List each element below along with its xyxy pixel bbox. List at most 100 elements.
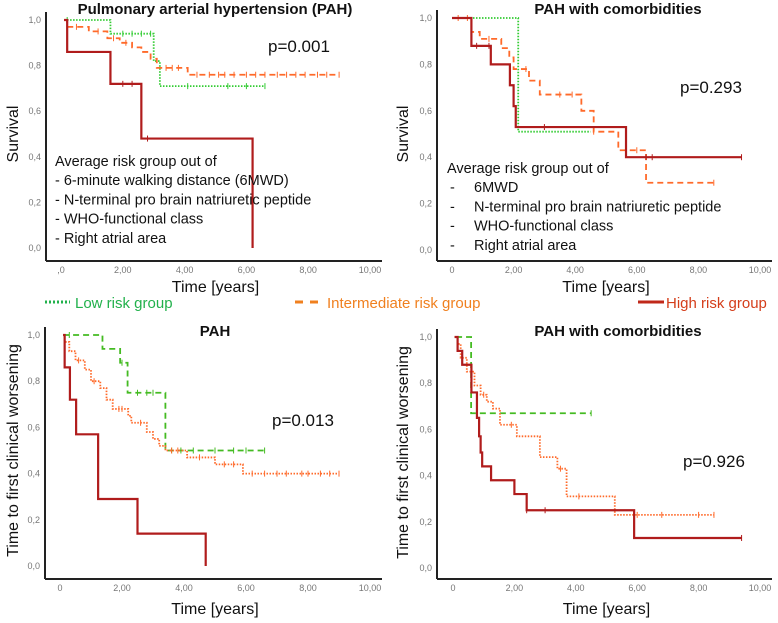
series-high-risk-group xyxy=(454,335,743,541)
series-intermediate-risk-group xyxy=(64,19,340,78)
note-line: - Right atrial area xyxy=(55,231,167,247)
series-high-risk-group xyxy=(452,16,743,161)
y-tick-label: 0,2 xyxy=(27,515,40,525)
survival-curve xyxy=(456,336,714,516)
y-tick-label: 0,0 xyxy=(27,561,40,571)
x-tick-label: 2,00 xyxy=(506,583,524,593)
note-line: Average risk group out of xyxy=(55,154,218,170)
y-tick-label: 0,8 xyxy=(28,61,41,71)
y-tick-label: 1,0 xyxy=(419,13,432,23)
x-tick-label: 6,00 xyxy=(628,583,646,593)
x-tick-label: 2,00 xyxy=(113,583,131,593)
x-tick-label: ,0 xyxy=(57,265,65,275)
y-tick-label: 0,2 xyxy=(419,517,432,527)
note-line: 6MWD xyxy=(474,180,518,196)
survival-curve xyxy=(64,19,265,88)
legend-label-intermediate: Intermediate risk group xyxy=(327,295,480,312)
survival-curve xyxy=(64,18,254,248)
y-tick-label: 0,8 xyxy=(27,376,40,386)
y-tick-label: 0,0 xyxy=(419,563,432,573)
survival-curve xyxy=(454,335,742,540)
chart-title: PAH with comorbidities xyxy=(534,323,701,340)
x-tick-label: 2,00 xyxy=(114,265,132,275)
y-tick-label: 0,4 xyxy=(27,469,40,479)
note-line: - WHO-functional class xyxy=(55,212,203,228)
y-tick-label: 0,8 xyxy=(419,59,432,69)
x-tick-label: 4,00 xyxy=(175,583,193,593)
x-axis-title: Time [years] xyxy=(172,279,259,296)
y-tick-label: 1,0 xyxy=(27,330,40,340)
p-value: p=0.013 xyxy=(272,411,334,430)
note-line: Right atrial area xyxy=(474,238,577,254)
p-value: p=0.001 xyxy=(268,37,330,56)
note-bullet: - xyxy=(450,238,455,254)
survival-curve xyxy=(64,19,340,76)
series-intermediate-risk-group xyxy=(63,334,340,477)
x-axis-title: Time [years] xyxy=(563,601,650,618)
y-tick-label: 0,6 xyxy=(28,106,41,116)
x-tick-label: 8,00 xyxy=(690,265,708,275)
x-tick-label: 2,00 xyxy=(505,265,523,275)
note-bullet: - xyxy=(450,219,455,235)
y-tick-label: 0,2 xyxy=(28,197,41,207)
survival-curve xyxy=(63,334,339,475)
x-tick-label: 0 xyxy=(449,265,454,275)
note-line: N-terminal pro brain natriuretic peptide xyxy=(474,199,721,215)
y-tick-label: 0,6 xyxy=(419,106,432,116)
x-tick-label: 6,00 xyxy=(237,583,255,593)
y-tick-label: 0,0 xyxy=(28,243,41,253)
note-line: WHO-functional class xyxy=(474,219,613,235)
chart-title: PAH with comorbidities xyxy=(534,1,701,18)
p-value: p=0.926 xyxy=(683,452,745,471)
chart-title: Pulmonary arterial hypertension (PAH) xyxy=(78,1,353,18)
y-tick-label: 1,0 xyxy=(28,15,41,25)
y-axis-title: Survival xyxy=(5,106,22,163)
y-tick-label: 0,2 xyxy=(419,199,432,209)
y-axis-title: Survival xyxy=(395,106,412,163)
y-tick-label: 0,0 xyxy=(419,245,432,255)
chart-panel-1: Pulmonary arterial hypertension (PAH) 0,0… xyxy=(5,1,382,296)
x-tick-label: 6,00 xyxy=(628,265,646,275)
legend-label-high: High risk group xyxy=(666,295,767,312)
series-high-risk-group xyxy=(64,18,254,248)
survival-curve xyxy=(63,333,207,566)
y-tick-label: 0,6 xyxy=(419,424,432,434)
series-intermediate-risk-group xyxy=(452,15,715,186)
x-axis-title: Time [years] xyxy=(562,279,649,296)
x-tick-label: 0 xyxy=(57,583,62,593)
chart-title: PAH xyxy=(200,323,231,340)
x-tick-label: 6,00 xyxy=(238,265,256,275)
series-high-risk-group xyxy=(63,333,207,566)
x-tick-label: 8,00 xyxy=(690,583,708,593)
survival-curve xyxy=(452,16,742,159)
x-tick-label: 8,00 xyxy=(299,583,317,593)
y-axis-title: Time to first clinical worsening xyxy=(395,346,412,559)
series-low-risk-group xyxy=(63,332,266,454)
chart-panel-4: PAH with comorbidities 0,0 0,2 0,4 0,6 0,8 1,0… xyxy=(395,323,772,618)
x-tick-label: 8,00 xyxy=(299,265,317,275)
y-tick-label: 1,0 xyxy=(419,332,432,342)
p-value: p=0.293 xyxy=(680,78,742,97)
y-tick-label: 0,4 xyxy=(419,152,432,162)
note-bullet: - xyxy=(450,199,455,215)
x-tick-label: 10,00 xyxy=(359,583,382,593)
y-axis-title: Time to first clinical worsening xyxy=(5,344,22,557)
survival-curve xyxy=(452,17,591,133)
chart-panel-2: PAH with comorbidities 0,0 0,2 0,4 0,6 0,8 1,0… xyxy=(395,1,772,296)
series-intermediate-risk-group xyxy=(456,336,715,518)
x-tick-label: 10,00 xyxy=(749,265,772,275)
legend-label-low: Low risk group xyxy=(75,295,173,312)
x-tick-label: 4,00 xyxy=(567,583,585,593)
survival-curve xyxy=(452,17,714,184)
x-tick-label: 10,00 xyxy=(359,265,382,275)
survival-curve xyxy=(63,334,265,452)
y-tick-label: 0,8 xyxy=(419,378,432,388)
x-tick-label: 4,00 xyxy=(566,265,584,275)
y-tick-label: 0,6 xyxy=(27,422,40,432)
x-tick-label: 0 xyxy=(450,583,455,593)
series-low-risk-group xyxy=(64,17,266,90)
x-tick-label: 10,00 xyxy=(749,583,772,593)
x-tick-label: 4,00 xyxy=(176,265,194,275)
note-line: - 6-minute walking distance (6MWD) xyxy=(55,173,289,189)
